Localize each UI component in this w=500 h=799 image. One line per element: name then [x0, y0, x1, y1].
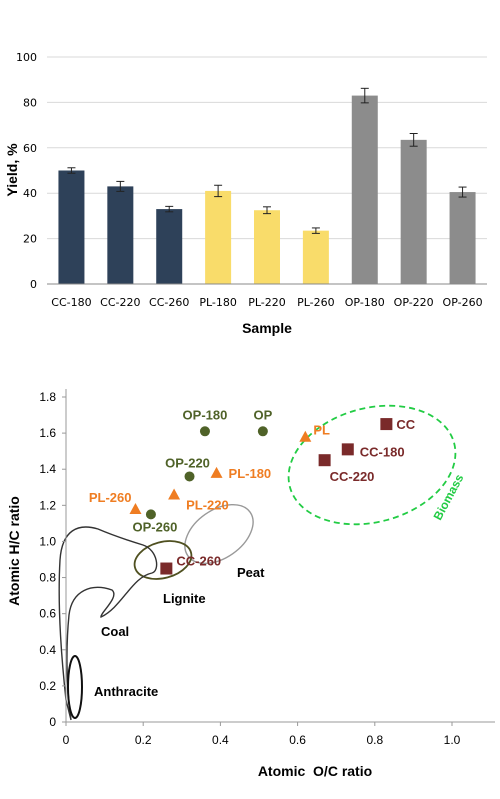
point-pl-260	[129, 502, 142, 514]
y-tick-label: 100	[16, 51, 37, 64]
point-op-220	[184, 471, 195, 482]
y-tick-label: 0.2	[39, 679, 56, 693]
region-label-anthracite: Anthracite	[94, 684, 158, 699]
x-tick-label: PL-180	[199, 296, 237, 309]
point-label-cc-260: CC-260	[176, 554, 221, 569]
region-label-biomass: Biomass	[431, 471, 467, 522]
y-tick-label: 0	[30, 278, 37, 291]
point-label-pl-220: PL-220	[186, 498, 229, 513]
x-tick-label: OP-260	[443, 296, 483, 309]
y-tick-label: 0	[49, 715, 56, 729]
x-tick-label: CC-180	[51, 296, 91, 309]
bar-op-220	[400, 139, 427, 284]
point-pl	[299, 430, 312, 442]
point-pl-180	[210, 466, 223, 478]
point-cc-260	[160, 562, 173, 575]
point-label-op-220: OP-220	[165, 455, 210, 470]
x-tick-label: OP-180	[345, 296, 385, 309]
y-tick-label: 1.2	[39, 498, 56, 512]
x-tick-label: CC-260	[149, 296, 189, 309]
anthracite-region	[67, 655, 83, 719]
point-label-cc-220: CC-220	[330, 469, 375, 484]
x-axis-label: Atomic O/C ratio	[258, 763, 372, 779]
x-tick-label: PL-260	[297, 296, 335, 309]
bar-op-260	[449, 192, 476, 284]
x-tick-label: 0.4	[212, 733, 229, 747]
point-label-pl-180: PL-180	[229, 466, 272, 481]
peat-region	[184, 503, 254, 565]
x-tick-label: 0.8	[366, 733, 383, 747]
point-label-cc-180: CC-180	[360, 444, 405, 459]
point-cc-220	[318, 454, 331, 467]
point-op-260	[145, 509, 156, 520]
region-label-peat: Peat	[237, 565, 265, 580]
x-tick-label: OP-220	[394, 296, 434, 309]
y-tick-label: 40	[23, 187, 37, 200]
point-pl-220	[168, 488, 181, 500]
x-tick-label: 0.6	[289, 733, 306, 747]
point-cc	[380, 418, 393, 431]
x-axis-label: Sample	[242, 320, 292, 336]
point-label-op-260: OP-260	[133, 519, 178, 534]
y-tick-label: 0.8	[39, 571, 56, 585]
y-tick-label: 1.4	[39, 462, 56, 476]
x-tick-label: 1.0	[444, 733, 461, 747]
y-tick-label: 60	[23, 142, 37, 155]
van-krevelen-chart: 0 0.2 0.4 0.6 0.8 1.0 1.2 1.4 1.6 1.8 0 0.2 0.4 0.6 0…	[0, 345, 500, 799]
point-label-op-180: OP-180	[183, 407, 228, 422]
point-op	[257, 426, 268, 437]
bar-cc-180	[58, 170, 85, 284]
y-tick-label: 0.6	[39, 607, 56, 621]
bar-op-180	[351, 95, 378, 284]
y-tick-label: 20	[23, 233, 37, 246]
point-cc-180	[341, 443, 354, 456]
bar-cc-220	[107, 186, 134, 284]
point-label-pl: PL	[313, 423, 330, 438]
y-axis-label: Yield, %	[4, 143, 20, 197]
lignite-region	[133, 540, 193, 580]
bar-pl-220	[254, 210, 280, 284]
bar-pl-260	[302, 230, 329, 284]
x-tick-label: PL-220	[248, 296, 286, 309]
yield-bar-chart: 0 20 40 60 80 100 CC-180 CC-220 CC-260 PL-180 PL-…	[0, 0, 500, 345]
point-op-180	[199, 426, 210, 437]
y-axis-label: Atomic H/C ratio	[6, 496, 22, 606]
y-tick-label: 80	[23, 96, 37, 109]
x-tick-label: 0	[63, 733, 70, 747]
coal-region	[58, 526, 158, 721]
bar-cc-260	[156, 209, 183, 284]
x-tick-label: CC-220	[100, 296, 140, 309]
y-tick-label: 1.8	[39, 390, 56, 404]
region-label-lignite: Lignite	[163, 591, 206, 606]
y-tick-label: 1.0	[39, 534, 56, 548]
van-krevelen-chart-svg: 0 0.2 0.4 0.6 0.8 1.0 1.2 1.4 1.6 1.8 0 0.2 0.4 0.6 0…	[6, 389, 495, 779]
point-label-pl-260: PL-260	[89, 490, 132, 505]
point-label-op: OP	[253, 407, 272, 422]
region-label-coal: Coal	[101, 624, 129, 639]
bar-pl-180	[205, 190, 232, 284]
point-label-cc: CC	[396, 417, 415, 432]
y-tick-label: 0.4	[39, 643, 56, 657]
x-tick-label: 0.2	[135, 733, 152, 747]
y-tick-label: 1.6	[39, 426, 56, 440]
yield-bar-chart-svg: 0 20 40 60 80 100 CC-180 CC-220 CC-260 PL-180 PL-…	[4, 51, 487, 336]
